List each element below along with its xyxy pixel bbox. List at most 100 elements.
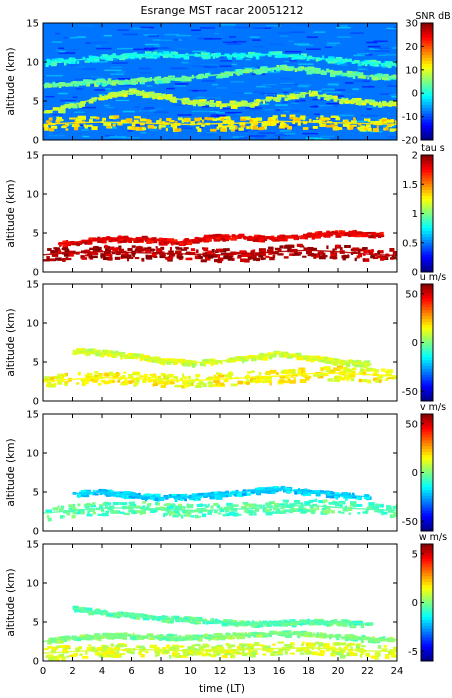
panel-w-layer-2 <box>72 605 374 629</box>
y-tick-label: 15 <box>26 540 39 551</box>
x-tick-label: 8 <box>158 666 164 677</box>
x-tick-label: 0 <box>40 666 46 677</box>
panel-snr-layer-2-trace <box>43 66 397 87</box>
panel-snr-layer-1-trace <box>43 90 397 114</box>
y-axis-label: altitude (km) <box>5 308 17 376</box>
panel-snr-layer-0 <box>43 114 397 133</box>
x-tick-label: 10 <box>184 666 197 677</box>
x-tick-label: 4 <box>99 666 105 677</box>
colorbar-tick-label: -10 <box>402 112 418 123</box>
y-tick-label: 15 <box>26 151 39 162</box>
x-tick-label: 18 <box>302 666 315 677</box>
x-tick-label: 6 <box>128 666 134 677</box>
colorbar-title: v m/s <box>420 402 446 413</box>
y-tick-label: 15 <box>26 410 39 421</box>
colorbar-title: SNR dB <box>415 11 450 22</box>
y-axis-label: altitude (km) <box>5 568 17 636</box>
panel-w-background <box>43 544 397 661</box>
panel-snr-image <box>43 23 397 140</box>
y-axis-label: altitude (km) <box>5 179 17 247</box>
colorbar-tick-label: 2 <box>412 151 418 162</box>
panel-u-layer-1 <box>72 348 372 369</box>
panel-w-layer-0 <box>43 641 397 661</box>
y-tick-label: 15 <box>26 19 39 30</box>
panel-u-layer-1-trace <box>72 349 368 365</box>
panel-v-layer-0-trace <box>43 504 397 514</box>
x-tick-label: 13 <box>243 666 256 677</box>
colorbar-tick-label: 0 <box>412 268 418 279</box>
panel-u-image <box>43 284 397 401</box>
colorbar-tick-label: 5 <box>412 549 418 560</box>
y-tick-label: 5 <box>33 97 39 108</box>
y-tick-label: 10 <box>26 190 39 201</box>
y-tick-label: 5 <box>33 618 39 629</box>
colorbar-tick-label: -50 <box>402 517 418 528</box>
panel-w-layer-2-trace <box>72 607 368 625</box>
y-tick-label: 0 <box>33 657 39 668</box>
panel-v-layer-0 <box>43 498 397 522</box>
panel-tau-layer-0-trace <box>43 249 397 257</box>
y-tick-label: 10 <box>26 319 39 330</box>
colorbar-w: w m/s5 0 -5 <box>408 532 447 662</box>
colorbar-tick-label: 0 <box>412 338 418 349</box>
figure-title: Esrange MST racar 20051212 <box>141 4 304 17</box>
colorbar-tick-label: 50 <box>405 419 418 430</box>
panel-v-image <box>43 414 397 531</box>
colorbar-tick-label: -50 <box>402 387 418 398</box>
y-tick-label: 15 <box>26 280 39 291</box>
panel-snr-layer-0-trace <box>43 120 397 126</box>
colorbar-title: tau s <box>421 143 445 154</box>
panel-w-layer-1 <box>43 630 397 645</box>
panel-w-image <box>43 544 397 661</box>
colorbar-tick-label: 20 <box>405 42 418 53</box>
y-tick-label: 5 <box>33 229 39 240</box>
colorbar-tick-label: 0 <box>412 598 418 609</box>
y-tick-label: 10 <box>26 58 39 69</box>
y-tick-label: 0 <box>33 136 39 147</box>
panel-snr-layer-3-trace <box>43 53 397 65</box>
panel-snr-layer-2 <box>43 64 397 89</box>
panel-u-layer-0-trace <box>43 372 397 383</box>
y-tick-label: 0 <box>33 268 39 279</box>
panel-v-layer-1-trace <box>72 488 368 499</box>
colorbar-v: v m/s50 0 -50 <box>402 402 446 532</box>
panel-snr-layer-3 <box>43 50 397 69</box>
panel-tau-layer-1 <box>57 229 385 247</box>
panel-w-layer-0-trace <box>43 646 397 654</box>
panel-tau: 0 5 10 15 altitude (km) tau s2 1.5 1 0.5 0 <box>5 143 445 279</box>
colorbar-tick-label: 30 <box>405 19 418 30</box>
x-tick-label: 20 <box>332 666 345 677</box>
panel-tau-layer-1-trace <box>57 232 383 245</box>
y-tick-label: 0 <box>33 527 39 538</box>
colorbar-title: w m/s <box>419 532 447 543</box>
panel-v-layer-1 <box>72 485 372 503</box>
y-axis-label: altitude (km) <box>5 438 17 506</box>
colorbar-tick-label: 0.5 <box>402 238 418 249</box>
colorbar-tick-label: -20 <box>402 136 418 147</box>
x-tick-label: 12 <box>214 666 227 677</box>
panel-tau-layer-0 <box>43 243 397 264</box>
colorbar-tau: tau s2 1.5 1 0.5 0 <box>402 143 445 279</box>
y-tick-label: 10 <box>26 449 39 460</box>
colorbar-u: u m/s50 0 -50 <box>402 272 446 402</box>
colorbar-tick-label: -5 <box>408 647 418 658</box>
panel-u: 0 5 10 15 altitude (km) u m/s50 0 -50 <box>5 272 446 408</box>
panel-snr-layer-1 <box>43 88 397 114</box>
colorbar-tick-label: 0 <box>412 468 418 479</box>
colorbar-tick-label: 0 <box>412 89 418 100</box>
colorbar-title: u m/s <box>420 272 446 283</box>
panel-w-layer-1-trace <box>43 632 397 643</box>
x-axis-label: time (LT) <box>199 683 245 695</box>
x-tick-label: 22 <box>361 666 374 677</box>
y-tick-label: 5 <box>33 488 39 499</box>
y-tick-label: 0 <box>33 397 39 408</box>
colorbar-tick-label: 1.5 <box>402 180 418 191</box>
y-axis-label: altitude (km) <box>5 47 17 115</box>
x-tick-label: 2 <box>69 666 75 677</box>
panel-tau-image <box>43 155 397 272</box>
colorbar-tick-label: 10 <box>405 65 418 76</box>
